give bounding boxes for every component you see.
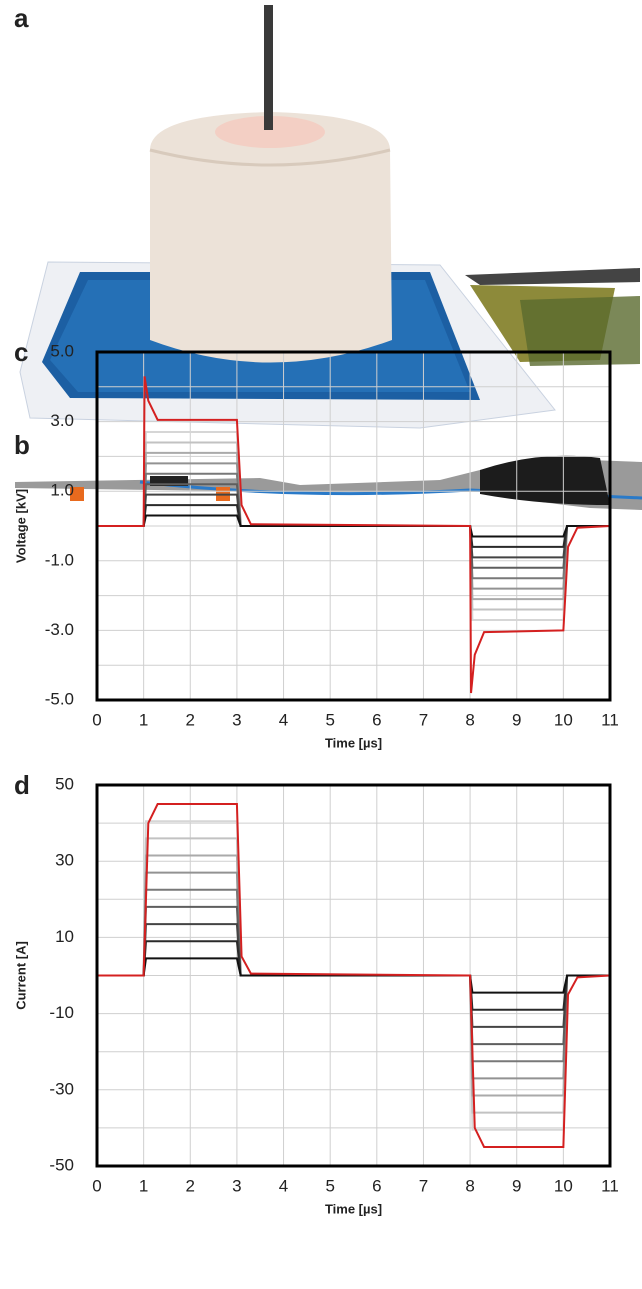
y-tick-label: 5.0 [50,341,74,360]
panel-label: b [14,430,30,460]
plot-frame [95,783,612,1168]
x-tick-label: 7 [419,1176,428,1195]
x-tick-label: 6 [372,1176,381,1195]
x-axis-label: Time [µs] [325,1201,382,1216]
x-tick-label: 5 [325,1176,334,1195]
panel-label: a [14,3,29,33]
x-tick-label: 4 [279,710,288,729]
x-tick-label: 4 [279,1176,288,1195]
x-tick-label: 9 [512,1176,521,1195]
y-axis-label: Current [A] [13,941,28,1010]
x-tick-label: 3 [232,710,241,729]
x-tick-label: 10 [554,710,573,729]
series-line [97,803,611,1148]
y-tick-label: -10 [49,1003,74,1022]
x-tick-label: 2 [186,710,195,729]
x-tick-label: 11 [601,1176,619,1195]
x-tick-label: 8 [465,710,474,729]
x-axis-label: Time [µs] [325,735,382,750]
y-tick-label: -3.0 [45,620,74,639]
x-tick-label: 8 [465,1176,474,1195]
x-tick-label: 5 [325,710,334,729]
plot-frame [95,350,612,702]
x-tick-label: 6 [372,710,381,729]
x-tick-label: 1 [139,710,148,729]
x-tick-label: 2 [186,1176,195,1195]
photo-b [15,455,642,510]
y-tick-label: -50 [49,1155,74,1174]
y-tick-label: 50 [55,774,74,793]
x-tick-label: 9 [512,710,521,729]
y-tick-label: 30 [55,851,74,870]
y-tick-label: 1.0 [50,481,74,500]
x-tick-label: 3 [232,1176,241,1195]
x-tick-label: 1 [139,1176,148,1195]
panel-label: d [14,770,30,800]
series-line [97,376,611,694]
y-tick-label: -5.0 [45,689,74,708]
y-tick-label: -1.0 [45,550,74,569]
y-tick-label: -30 [49,1079,74,1098]
y-tick-label: 10 [55,927,74,946]
x-tick-label: 11 [601,710,619,729]
x-tick-label: 0 [92,710,101,729]
y-axis-label: Voltage [kV] [13,489,28,563]
y-tick-label: 3.0 [50,411,74,430]
x-tick-label: 10 [554,1176,573,1195]
x-tick-label: 0 [92,1176,101,1195]
panel-label: c [14,337,28,367]
x-tick-label: 7 [419,710,428,729]
